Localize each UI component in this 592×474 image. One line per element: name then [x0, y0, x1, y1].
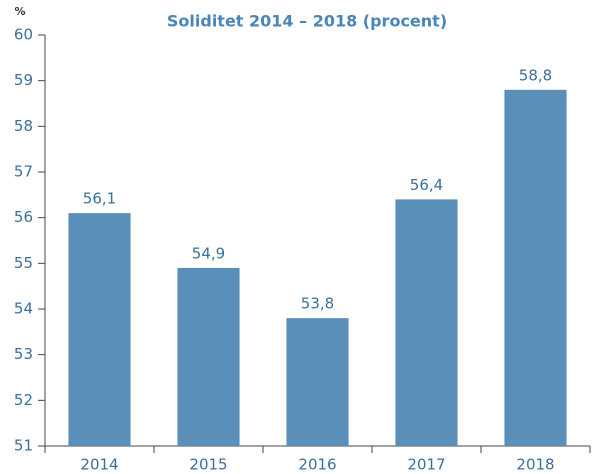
bar [395, 199, 458, 446]
bar [286, 318, 349, 446]
y-axis-label: % [14, 5, 25, 18]
y-tick-label: 54 [14, 300, 33, 318]
bar [177, 267, 240, 446]
y-tick-label: 57 [14, 163, 33, 181]
value-label: 56,1 [83, 190, 116, 208]
x-tick-label: 2015 [189, 456, 227, 474]
y-tick-label: 60 [14, 26, 33, 44]
value-label: 58,8 [519, 66, 552, 84]
x-tick-label: 2014 [80, 456, 118, 474]
y-tick-label: 56 [14, 208, 33, 226]
x-tick-label: 2016 [298, 456, 336, 474]
y-tick-label: 59 [14, 71, 33, 89]
chart-title: Soliditet 2014 – 2018 (procent) [167, 12, 447, 31]
value-label: 53,8 [301, 295, 334, 313]
x-tick-label: 2017 [407, 456, 445, 474]
bar [68, 213, 131, 446]
y-tick-label: 55 [14, 254, 33, 272]
y-tick-label: 58 [14, 117, 33, 135]
y-tick-label: 53 [14, 345, 33, 363]
y-tick-label: 51 [14, 437, 33, 455]
bar [504, 89, 567, 447]
y-tick-label: 52 [14, 391, 33, 409]
value-label: 54,9 [192, 244, 225, 262]
value-label: 56,4 [410, 176, 443, 194]
x-tick-label: 2018 [516, 456, 554, 474]
